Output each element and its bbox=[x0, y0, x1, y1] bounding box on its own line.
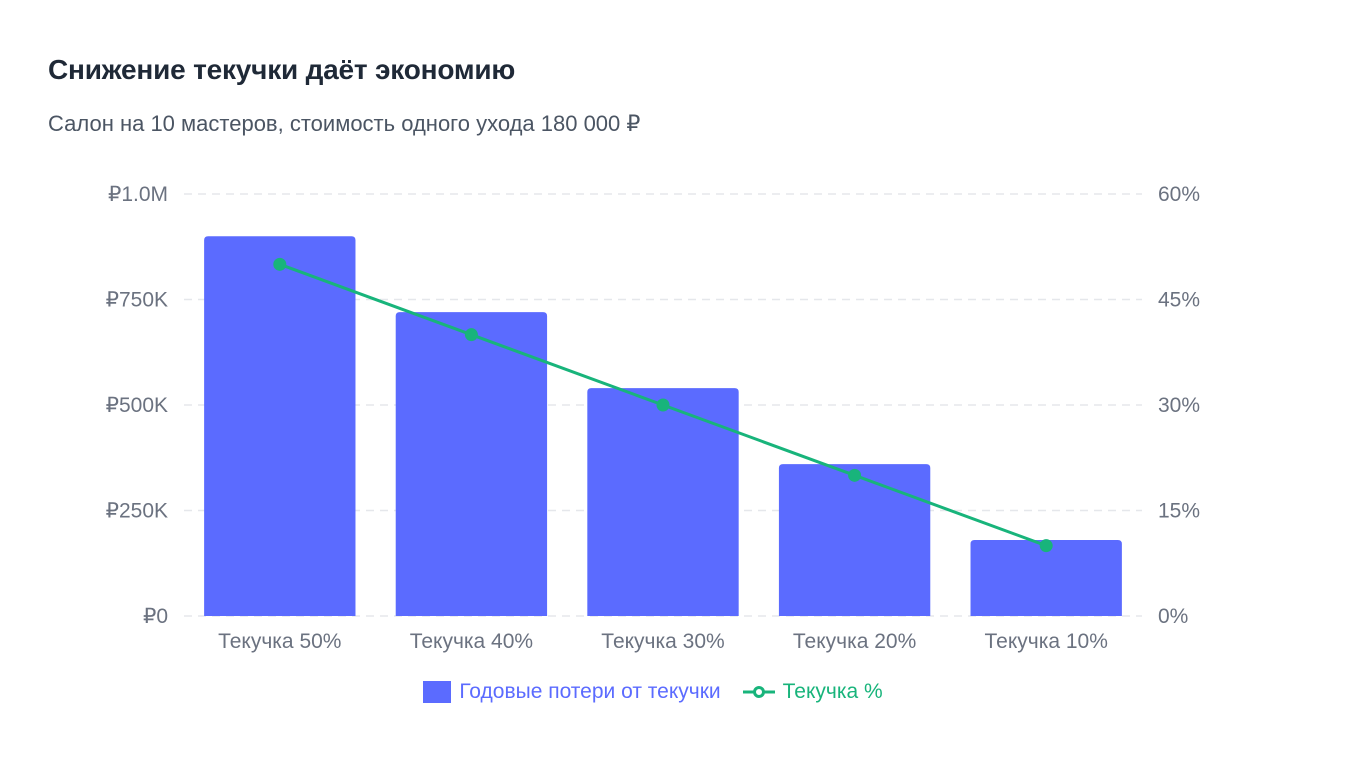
y-left-tick-label: ₽750K bbox=[106, 289, 168, 312]
turnover-point[interactable] bbox=[273, 257, 287, 271]
axis-labels: ₽0 ₽250K ₽500K ₽750K ₽1.0M 0% 15% 30% 45% 60% Теку… bbox=[106, 183, 1200, 653]
y-left-tick-label: ₽500K bbox=[106, 394, 168, 417]
y-right-tick-label: 0% bbox=[1158, 605, 1188, 628]
bars bbox=[204, 236, 1122, 616]
bar-losses[interactable] bbox=[395, 312, 548, 616]
chart-title: Снижение текучки даёт экономию bbox=[48, 54, 516, 85]
legend-bar-swatch bbox=[423, 681, 452, 703]
x-category-label: Текучка 10% bbox=[985, 630, 1108, 653]
y-left-tick-label: ₽0 bbox=[143, 605, 168, 628]
bar-losses[interactable] bbox=[204, 236, 356, 616]
y-right-tick-label: 15% bbox=[1158, 500, 1200, 523]
x-category-label: Текучка 30% bbox=[601, 630, 724, 653]
chart-subtitle: Салон на 10 мастеров, стоимость одного у… bbox=[48, 111, 641, 136]
turnover-point[interactable] bbox=[848, 468, 862, 482]
x-category-label: Текучка 50% bbox=[218, 630, 341, 653]
bar-losses[interactable] bbox=[587, 388, 739, 616]
y-left-tick-label: ₽1.0M bbox=[108, 183, 168, 206]
turnover-line bbox=[273, 257, 1053, 553]
turnover-point[interactable] bbox=[464, 328, 478, 342]
legend: Годовые потери от текучки Текучка % bbox=[0, 680, 1306, 704]
y-left-tick-label: ₽250K bbox=[106, 500, 168, 523]
turnover-point[interactable] bbox=[656, 398, 670, 412]
legend-label-turnover: Текучка % bbox=[782, 680, 883, 703]
legend-item-turnover[interactable]: Текучка % bbox=[742, 680, 883, 704]
y-right-tick-label: 45% bbox=[1158, 289, 1200, 312]
x-category-label: Текучка 40% bbox=[410, 630, 533, 653]
x-category-label: Текучка 20% bbox=[793, 630, 916, 653]
y-right-tick-label: 60% bbox=[1158, 183, 1200, 206]
bar-losses[interactable] bbox=[970, 540, 1122, 616]
y-right-tick-label: 30% bbox=[1158, 394, 1200, 417]
legend-label-losses: Годовые потери от текучки bbox=[459, 680, 721, 703]
legend-line-swatch bbox=[742, 686, 775, 698]
turnover-point[interactable] bbox=[1039, 539, 1053, 553]
bar-losses[interactable] bbox=[778, 464, 931, 616]
legend-item-losses[interactable]: Годовые потери от текучки bbox=[423, 680, 721, 704]
